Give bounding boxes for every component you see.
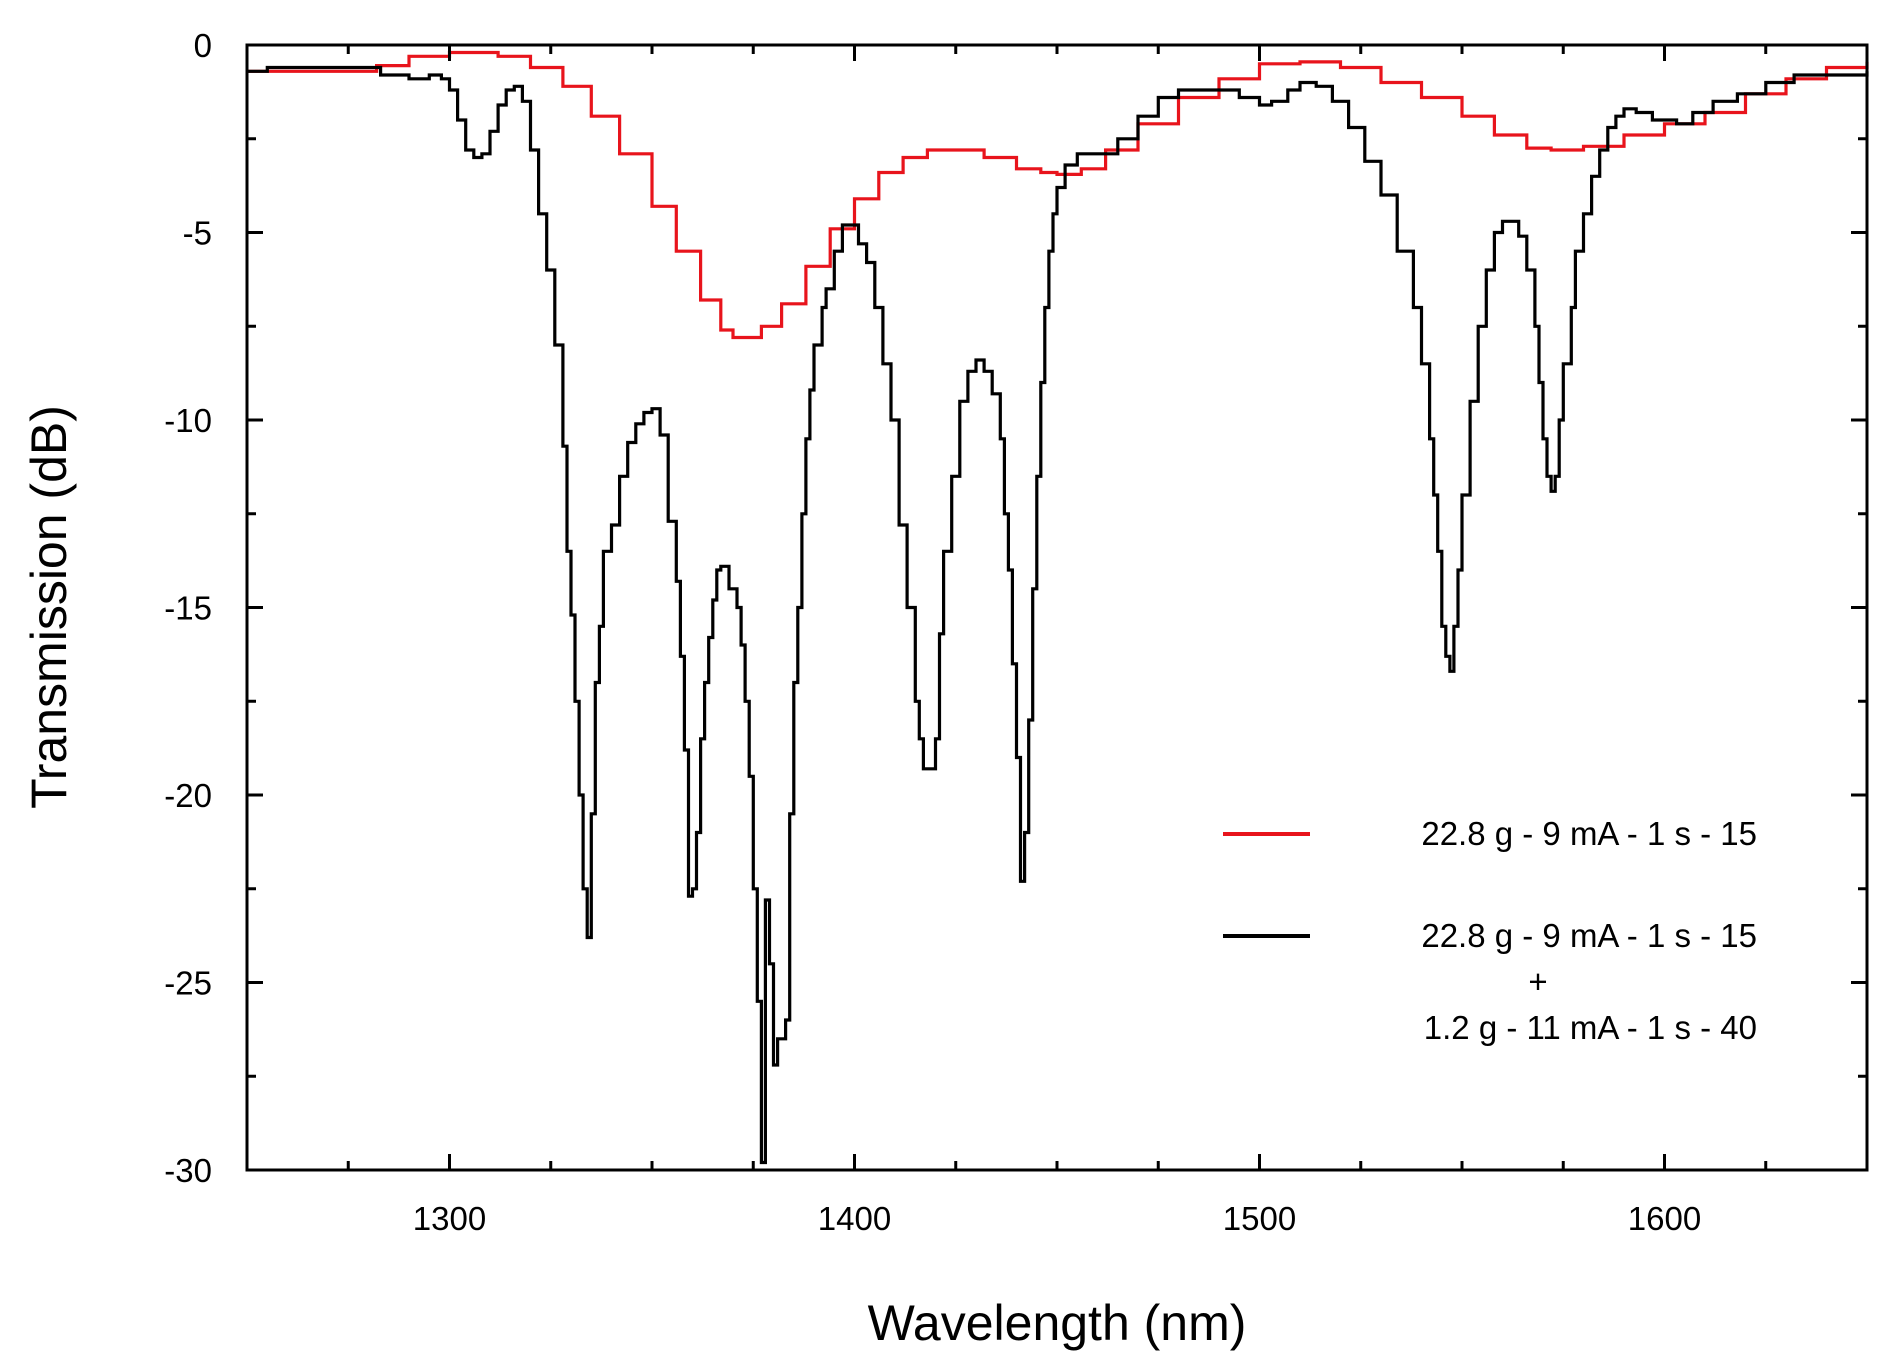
- x-tick-label: 1400: [818, 1200, 891, 1237]
- y-tick-label: -10: [164, 402, 212, 439]
- y-tick-label: -30: [164, 1152, 212, 1189]
- legend: 22.8 g - 9 mA - 1 s - 15 22.8 g - 9 mA - …: [1223, 815, 1757, 1046]
- x-axis-title: Wavelength (nm): [868, 1295, 1247, 1351]
- legend-label: 22.8 g - 9 mA - 1 s - 15: [1421, 917, 1757, 954]
- series-layer: [247, 50, 1869, 1165]
- series-line-black: [247, 65, 1869, 1165]
- y-tick-label: -5: [183, 215, 212, 252]
- y-axis-title: Transmission (dB): [21, 405, 77, 809]
- y-axis-ticks: 0 -5 -10 -15 -20 -25 -30: [164, 27, 1867, 1189]
- legend-label: 22.8 g - 9 mA - 1 s - 15: [1421, 815, 1757, 852]
- legend-label: +: [1528, 963, 1547, 1000]
- series-line-red: [247, 50, 1869, 340]
- x-tick-label: 1600: [1628, 1200, 1701, 1237]
- x-tick-label: 1500: [1223, 1200, 1296, 1237]
- y-tick-label: -25: [164, 965, 212, 1002]
- y-tick-label: 0: [194, 27, 212, 64]
- x-tick-label: 1300: [413, 1200, 486, 1237]
- legend-label: 1.2 g - 11 mA - 1 s - 40: [1424, 1009, 1757, 1046]
- y-tick-label: -20: [164, 777, 212, 814]
- y-tick-label: -15: [164, 590, 212, 627]
- x-axis-ticks: 1300 1400 1500 1600: [245, 45, 1869, 1237]
